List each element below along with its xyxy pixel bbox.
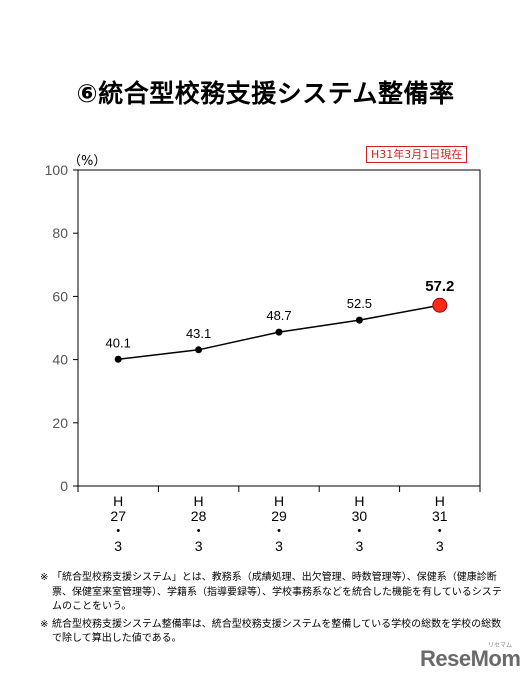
resemom-logo: ReseMom — [420, 646, 521, 671]
footnote-text: 「統合型校務支援システム」とは、教務系（成績処理、出欠管理、時数管理等）、保健系… — [52, 572, 502, 612]
footnotes: ※ 「統合型校務支援システム」とは、教務系（成績処理、出欠管理、時数管理等）、保… — [40, 571, 510, 650]
y-tick-label: 20 — [52, 415, 68, 431]
as-of-date-badge: H31年3月1日現在 — [366, 146, 468, 163]
footnote-1: ※ 「統合型校務支援システム」とは、教務系（成績処理、出欠管理、時数管理等）、保… — [40, 571, 510, 615]
logo-subtext: リセマム — [488, 642, 513, 649]
data-label: 40.1 — [106, 335, 131, 350]
data-label: 43.1 — [186, 326, 211, 341]
data-label: 57.2 — [425, 278, 454, 295]
y-tick-label: 60 — [52, 288, 68, 304]
data-point — [432, 297, 448, 313]
x-tick-label: H 28 ・ 3 — [191, 493, 207, 554]
y-tick-label: 80 — [52, 225, 68, 241]
data-point — [275, 328, 283, 336]
x-tick-label: H 30 ・ 3 — [352, 493, 368, 554]
footnote-text: 統合型校務支援システム整備率は、統合型校務支援システムを整備している学校の総数を… — [52, 618, 502, 645]
y-tick-label: 40 — [52, 352, 68, 368]
x-tick-label: H 27 ・ 3 — [110, 493, 126, 554]
data-label: 48.7 — [266, 308, 291, 323]
plot-frame — [77, 169, 481, 487]
x-tick-label: H 29 ・ 3 — [271, 493, 287, 554]
footnote-2: ※ 統合型校務支援システム整備率は、統合型校務支援システムを整備している学校の総… — [40, 618, 510, 647]
footnote-mark: ※ — [40, 618, 49, 630]
page-title: ⑥統合型校務支援システム整備率 — [76, 79, 455, 108]
data-point — [195, 346, 203, 354]
y-tick-label: 0 — [60, 478, 68, 494]
y-axis-ticks: 0 20 40 60 80 100 — [45, 162, 78, 494]
series-points — [114, 297, 448, 363]
data-point — [114, 355, 122, 363]
data-point — [355, 316, 363, 324]
footnote-mark: ※ — [40, 572, 49, 583]
line-chart: 0 20 40 60 80 100 H 27 ・ 3 H 28 ・ 3 H 29 ・ 3 H 30 ・ 3 H 31 ・ 3 4… — [45, 162, 481, 554]
chart-axes — [77, 169, 481, 487]
x-tick-label: H 31 ・ 3 — [432, 493, 448, 554]
data-labels: 40.1 43.1 48.7 52.5 57.2 — [106, 278, 455, 350]
y-axis-unit-label: （%） — [68, 154, 107, 169]
y-tick-label: 100 — [45, 162, 69, 178]
x-axis-ticks: H 27 ・ 3 H 28 ・ 3 H 29 ・ 3 H 30 ・ 3 H 31 ・ 3 — [77, 486, 481, 554]
data-label: 52.5 — [347, 296, 372, 311]
